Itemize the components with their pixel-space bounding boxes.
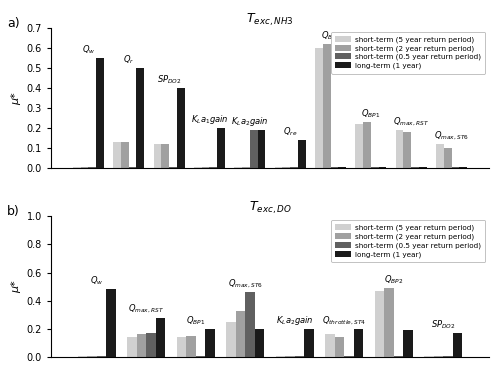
Bar: [73, 168, 80, 169]
Text: $Q_r$: $Q_r$: [123, 53, 134, 66]
Bar: [80, 168, 88, 169]
Bar: [78, 356, 87, 357]
Text: $Q_{max,ST6}$: $Q_{max,ST6}$: [228, 278, 262, 290]
Bar: [156, 318, 166, 357]
Bar: [378, 168, 386, 169]
Bar: [363, 122, 371, 169]
Y-axis label: μ*: μ*: [11, 280, 21, 293]
Bar: [323, 44, 330, 169]
Bar: [354, 329, 364, 357]
Bar: [250, 131, 258, 169]
Bar: [106, 289, 116, 357]
Bar: [162, 144, 169, 169]
Text: $SP_{DO2}$: $SP_{DO2}$: [156, 74, 182, 86]
Bar: [290, 168, 298, 169]
Bar: [242, 168, 250, 169]
Bar: [87, 356, 97, 357]
Bar: [196, 356, 205, 357]
Bar: [234, 168, 242, 169]
Bar: [304, 329, 314, 357]
Bar: [128, 168, 136, 169]
Bar: [96, 58, 104, 169]
Text: $Q_{max,RST}$: $Q_{max,RST}$: [393, 116, 430, 128]
Bar: [374, 291, 384, 357]
Bar: [356, 124, 363, 169]
Text: $Q_{BP1}$: $Q_{BP1}$: [186, 314, 206, 327]
Bar: [424, 356, 434, 357]
Bar: [113, 142, 121, 169]
Bar: [206, 329, 215, 357]
Bar: [258, 131, 266, 169]
Text: $Q_w$: $Q_w$: [82, 43, 95, 56]
Text: $Q_{re}$: $Q_{re}$: [283, 126, 298, 138]
Bar: [394, 356, 403, 357]
Bar: [315, 48, 323, 169]
Bar: [186, 336, 196, 357]
Bar: [146, 333, 156, 357]
Bar: [97, 356, 106, 357]
Text: $K_La_1$gain: $K_La_1$gain: [190, 113, 228, 126]
Bar: [396, 131, 404, 169]
Bar: [194, 168, 202, 169]
Bar: [217, 128, 225, 169]
Bar: [136, 68, 144, 169]
Bar: [384, 288, 394, 357]
Bar: [294, 356, 304, 357]
Bar: [338, 168, 346, 169]
Text: $Q_{BP2}$: $Q_{BP2}$: [321, 30, 340, 42]
Text: $Q_{BP1}$: $Q_{BP1}$: [362, 108, 380, 120]
Text: $Q_{max,ST6}$: $Q_{max,ST6}$: [434, 130, 469, 142]
Title: $\mathit{T}_{exc,NH3}$: $\mathit{T}_{exc,NH3}$: [246, 11, 294, 28]
Legend: short-term (5 year return period), short-term (2 year return period), short-term: short-term (5 year return period), short…: [331, 220, 486, 262]
Text: a): a): [8, 17, 20, 30]
Bar: [177, 88, 184, 169]
Text: $Q_{max,RST}$: $Q_{max,RST}$: [128, 303, 164, 315]
Bar: [419, 168, 427, 169]
Bar: [325, 334, 334, 357]
Bar: [436, 144, 444, 169]
Bar: [210, 168, 217, 169]
Title: $\mathit{T}_{exc,DO}$: $\mathit{T}_{exc,DO}$: [248, 199, 292, 216]
Text: $K_La_2$gain: $K_La_2$gain: [276, 314, 314, 327]
Bar: [236, 310, 245, 357]
Bar: [444, 148, 452, 169]
Text: $SP_{DO2}$: $SP_{DO2}$: [431, 318, 456, 331]
Bar: [403, 330, 412, 357]
Bar: [255, 329, 264, 357]
Bar: [245, 292, 255, 357]
Legend: short-term (5 year return period), short-term (2 year return period), short-term: short-term (5 year return period), short…: [331, 31, 486, 74]
Bar: [169, 168, 177, 169]
Text: $Q_{throttle,ST4}$: $Q_{throttle,ST4}$: [322, 315, 366, 327]
Bar: [202, 168, 209, 169]
Y-axis label: μ*: μ*: [11, 92, 21, 105]
Bar: [452, 333, 462, 357]
Bar: [176, 337, 186, 357]
Bar: [460, 168, 467, 169]
Text: b): b): [8, 205, 20, 218]
Bar: [136, 334, 146, 357]
Text: $Q_w$: $Q_w$: [90, 275, 104, 287]
Bar: [154, 144, 162, 169]
Bar: [121, 142, 128, 169]
Bar: [330, 168, 338, 169]
Bar: [276, 356, 285, 357]
Bar: [334, 337, 344, 357]
Bar: [344, 356, 354, 357]
Bar: [443, 356, 452, 357]
Bar: [88, 168, 96, 169]
Bar: [452, 168, 460, 169]
Bar: [404, 132, 411, 169]
Bar: [282, 168, 290, 169]
Bar: [127, 337, 136, 357]
Bar: [371, 168, 378, 169]
Bar: [285, 356, 294, 357]
Bar: [274, 168, 282, 169]
Bar: [226, 322, 235, 357]
Bar: [298, 140, 306, 169]
Bar: [434, 356, 443, 357]
Bar: [412, 168, 419, 169]
Text: $K_La_2$gain: $K_La_2$gain: [231, 115, 268, 128]
Text: $Q_{BP2}$: $Q_{BP2}$: [384, 273, 404, 286]
